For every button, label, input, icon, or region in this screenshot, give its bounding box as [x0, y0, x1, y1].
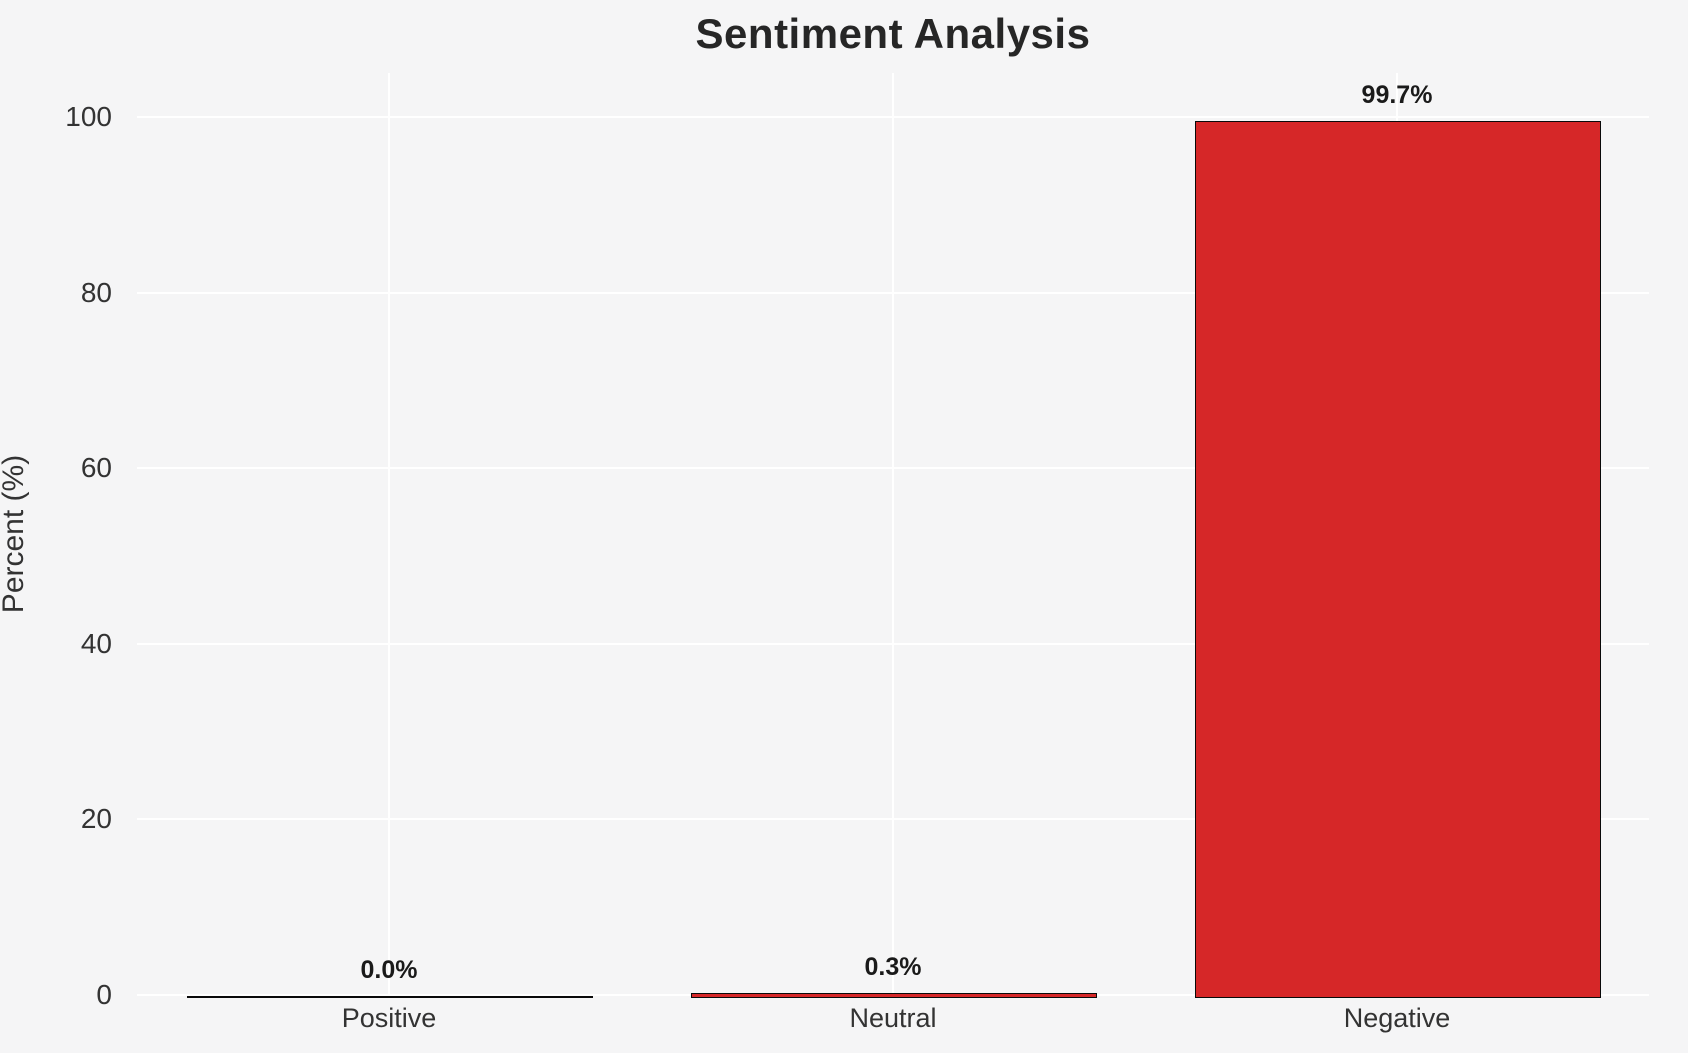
value-label-negative: 99.7% — [1361, 80, 1433, 109]
bar-neutral — [691, 993, 1097, 998]
plot-area: 0.0% 0.3% 99.7% — [137, 73, 1649, 998]
y-tick-label: 40 — [80, 627, 112, 659]
y-axis-tick-labels: 0 20 40 60 80 100 — [0, 73, 112, 1008]
value-label-neutral: 0.3% — [864, 953, 922, 982]
x-tick-label-neutral: Neutral — [849, 1003, 937, 1033]
y-tick-label: 80 — [80, 276, 112, 308]
x-tick-label-negative: Negative — [1343, 1003, 1451, 1033]
gridline-vertical — [892, 73, 894, 995]
value-label-positive: 0.0% — [360, 956, 418, 984]
y-tick-label: 20 — [80, 803, 112, 835]
gridline-vertical — [388, 73, 390, 995]
y-tick-label: 0 — [96, 979, 112, 1010]
x-tick-label-positive: Positive — [341, 1003, 437, 1033]
chart-title: Sentiment Analysis — [695, 10, 1091, 57]
bar-positive — [187, 996, 593, 998]
x-axis-tick-labels: Positive Neutral Negative — [137, 1003, 1649, 1043]
bar-negative — [1195, 120, 1601, 998]
y-tick-label: 100 — [65, 100, 112, 132]
y-tick-label: 60 — [80, 452, 112, 484]
